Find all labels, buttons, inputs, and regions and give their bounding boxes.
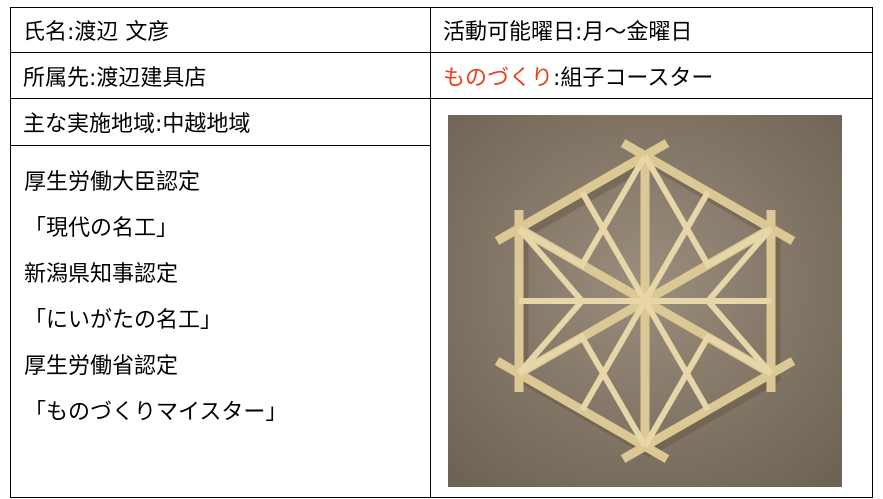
cell [430,98,873,498]
affiliation: 所属先:渡辺建具店 [23,65,207,91]
cell: 氏名:渡辺 文彦 [10,7,431,53]
certification-line: 厚生労働大臣認定 [24,170,201,195]
cell: ものづくり:組子コースター [430,52,873,99]
certification-line: 「ものづくりマイスター」 [24,400,288,425]
cell: 所属先:渡辺建具店 [10,52,431,99]
cell: 主な実施地域:中越地域 [10,98,431,146]
days: 活動可能曜日:月～金曜日 [443,20,693,45]
certification-line: 新潟県知事認定 [24,262,179,287]
certification-line: 「現代の名工」 [24,216,179,241]
area: 主な実施地域:中越地域 [23,112,251,137]
name: 氏名:渡辺 文彦 [23,20,170,45]
product: :組子コースター [553,65,714,91]
certifications: 厚生労働大臣認定 「現代の名工」 新潟県知事認定「にいがたの名工」 厚生労働省認定「も… [24,160,287,436]
certification-line: 「にいがたの名工」 [24,308,223,333]
highlight: ものづくり [443,65,554,91]
cell: 活動可能曜日:月～金曜日 [430,7,873,53]
certification-line: 厚生労働省認定 [24,354,179,379]
photo [448,115,842,487]
